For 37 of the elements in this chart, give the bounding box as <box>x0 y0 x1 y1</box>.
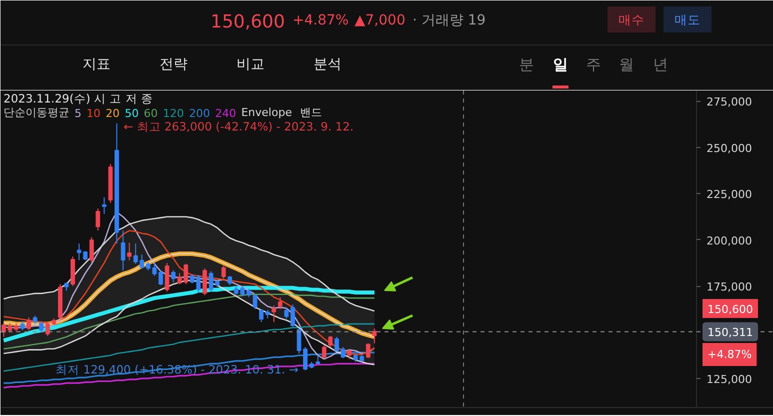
text: 분 <box>519 56 534 74</box>
y-tick-label: 275,000 <box>706 96 752 109</box>
y-tick-label: 200,000 <box>706 234 752 248</box>
text: · 거래량 19 <box>412 12 486 28</box>
text: 비교 <box>236 56 264 72</box>
y-tick-label: 125,000 <box>706 372 752 386</box>
annotation: +4.87% <box>708 348 752 361</box>
text: 매도 <box>674 12 700 27</box>
text: 50 <box>124 107 139 120</box>
text: 200 <box>188 107 210 120</box>
legend-title: 단순이동평균 <box>4 106 70 119</box>
text: 240 <box>215 107 236 120</box>
text: +4.87% <box>292 12 349 28</box>
text: 일 <box>553 56 568 74</box>
text: 분석 <box>314 56 342 72</box>
text: 150,600 <box>210 12 285 32</box>
text: 월 <box>619 56 634 74</box>
text: ▲7,000 <box>354 12 406 28</box>
text: 지표 <box>82 56 110 72</box>
text: Envelope <box>241 106 292 119</box>
annotation: ← 최고 263,000 (-42.74%) - 2023. 9. 12. <box>124 120 354 134</box>
text: 매수 <box>618 12 644 27</box>
text: 120 <box>162 107 184 120</box>
text: 주 <box>586 56 601 74</box>
y-tick-label: 175,000 <box>706 280 752 294</box>
text: 년 <box>653 56 668 74</box>
annotation: 150,600 <box>708 303 753 316</box>
annotation: 밴드 <box>300 106 322 119</box>
text: 5 <box>74 107 82 120</box>
y-tick-label: 250,000 <box>706 142 752 155</box>
text: 전략 <box>160 56 188 72</box>
annotation: 2023.11.29(수) 시 고 저 종 <box>4 92 153 106</box>
ref-line-label: 150,311 <box>708 326 753 340</box>
text: 60 <box>144 107 158 120</box>
y-tick-label: 225,000 <box>706 188 752 202</box>
text: 20 <box>106 107 120 120</box>
text: 10 <box>86 107 101 120</box>
